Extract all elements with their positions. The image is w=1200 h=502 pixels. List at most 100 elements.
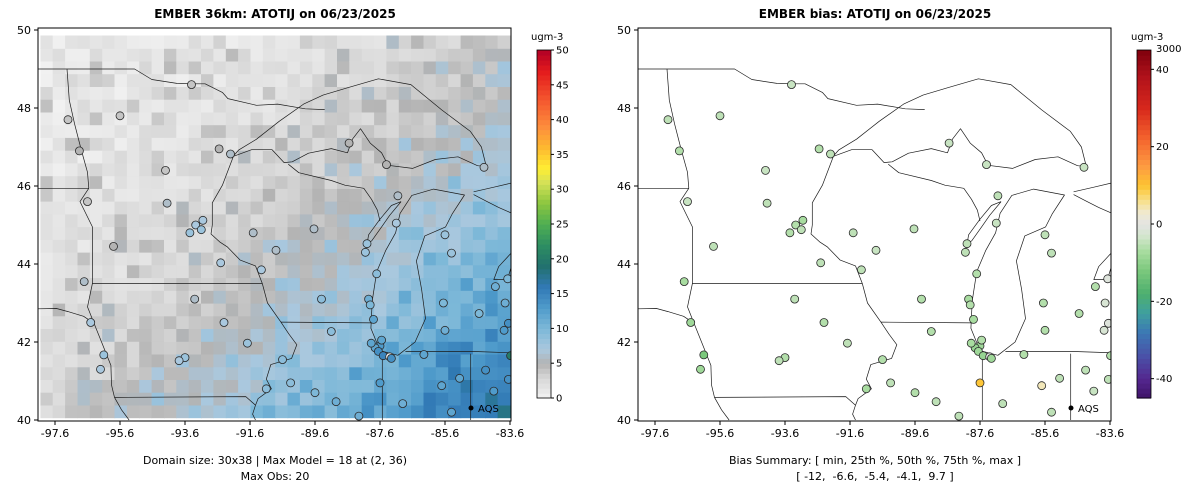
station-point (910, 388, 920, 398)
station-point (856, 265, 866, 275)
colorbar-tick-label: 20 (556, 254, 569, 265)
station-point (1074, 309, 1084, 318)
panel-title: EMBER 36km: ATOTIJ on 06/23/2025 (154, 7, 396, 21)
station-point (187, 80, 196, 89)
colorbar-tick-label: 5 (556, 359, 562, 370)
station-point (982, 160, 991, 170)
station-point (715, 111, 725, 121)
aqs-legend: AQS (468, 404, 499, 415)
y-tick-label: 44 (617, 258, 631, 271)
plot-frame (37, 27, 512, 422)
station-point (490, 282, 500, 292)
colorbar-title: ugm-3 (1131, 32, 1163, 43)
caption-line: [ -12, -6.6, -5.4, -4.1, 9.7 ] (796, 470, 954, 483)
colorbar-tick-label: 30 (556, 185, 569, 196)
station-point (683, 197, 692, 207)
station-point (440, 325, 450, 335)
station-point (214, 144, 224, 154)
x-tick-label: -91.6 (836, 427, 864, 440)
station-point (762, 198, 772, 208)
station-point (962, 239, 972, 249)
station-point (1055, 373, 1065, 383)
station-point (369, 314, 378, 324)
observation-points (663, 80, 1111, 421)
station-point (503, 274, 511, 284)
station-point (878, 355, 887, 365)
station-point (1089, 386, 1099, 396)
station-point (248, 228, 258, 238)
station-point (310, 388, 320, 398)
station-point (83, 197, 92, 207)
station-point (419, 350, 429, 359)
station-point (96, 364, 105, 374)
station-point (109, 241, 118, 251)
y-tick-label: 42 (17, 336, 31, 349)
station-point (861, 384, 871, 394)
x-axis: -97.6 -95.6 -93.6 -91.6 -89.6 -87.6 -85.6 -83.6 (41, 421, 524, 440)
station-point (362, 239, 372, 249)
station-point (99, 350, 109, 360)
station-point (791, 220, 801, 230)
station-point (969, 314, 978, 324)
colorbar-tick-label: 20 (1156, 142, 1169, 153)
station-point (196, 225, 206, 235)
station-point (190, 294, 200, 304)
station-point (931, 397, 941, 407)
station-point (975, 378, 985, 388)
station-point (814, 144, 824, 154)
station-point (481, 365, 491, 375)
colorbar-top-label: 3000 (1156, 44, 1181, 55)
colorbar-tick-label: 0 (556, 394, 562, 405)
station-point (1103, 274, 1111, 284)
station-point (966, 338, 976, 348)
station-point (699, 350, 709, 360)
station-point (1038, 298, 1048, 308)
aqs-legend-dot (1068, 405, 1074, 411)
station-point (261, 384, 271, 394)
station-point (675, 146, 684, 156)
station-point (86, 318, 96, 327)
colorbar-tick-label: 45 (556, 80, 569, 91)
x-tick-label: -85.6 (431, 427, 459, 440)
y-tick-label: 48 (17, 102, 31, 115)
station-point (1047, 407, 1056, 417)
station-point (796, 225, 806, 235)
station-point (886, 378, 896, 388)
y-tick-label: 44 (17, 258, 31, 271)
station-point (115, 111, 125, 121)
station-point (965, 300, 975, 310)
station-point (317, 294, 326, 304)
station-point (331, 397, 341, 407)
station-point (909, 224, 919, 234)
station-point (774, 356, 784, 366)
y-tick-label: 40 (617, 414, 631, 427)
colorbar-tick-label: -40 (1156, 374, 1172, 385)
station-point (455, 373, 465, 383)
colorbar-title: ugm-3 (531, 32, 563, 43)
station-point (986, 353, 996, 363)
station-point (499, 325, 509, 335)
x-tick-label: -97.6 (41, 427, 69, 440)
station-point (326, 327, 336, 336)
station-point (162, 198, 172, 208)
observation-points (63, 80, 511, 421)
y-tick-label: 48 (617, 102, 631, 115)
x-tick-label: -91.6 (236, 427, 264, 440)
colorbar-tick-label: 50 (556, 46, 569, 57)
station-point (504, 375, 511, 384)
station-point (848, 228, 858, 238)
colorbar-tick-label: 0 (1156, 220, 1162, 231)
station-point (1019, 350, 1029, 359)
caption-line: Max Obs: 20 (240, 470, 310, 483)
station-point (686, 318, 696, 327)
station-point (360, 247, 370, 257)
station-point (1099, 325, 1109, 335)
caption-line: Bias Summary: [ min, 25th %, 50th %, 75t… (728, 454, 1022, 467)
station-point (382, 160, 391, 170)
station-point (242, 338, 252, 348)
y-axis: 40 42 44 46 48 50 (17, 24, 38, 427)
x-tick-label: -85.6 (1031, 427, 1059, 440)
station-point (679, 277, 689, 287)
station-point (1040, 230, 1050, 240)
